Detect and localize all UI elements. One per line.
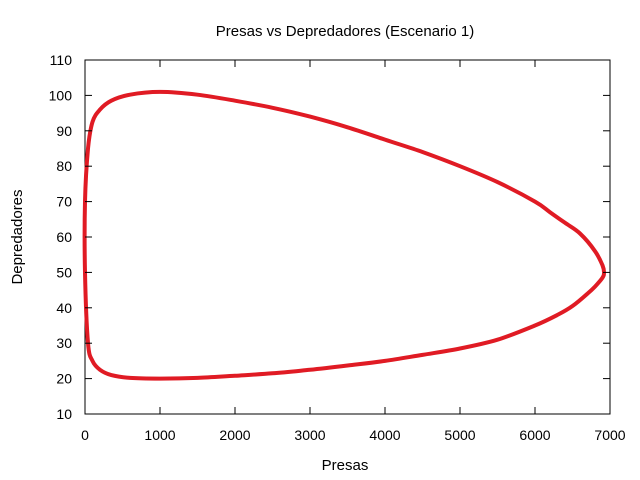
plot-area [82,59,611,415]
y-tick-label: 100 [49,87,73,103]
y-tick-label: 50 [56,264,72,280]
x-tick-label: 5000 [444,427,475,443]
series-line [82,89,606,381]
x-tick-label: 1000 [144,427,175,443]
x-tick-label: 6000 [519,427,550,443]
y-tick-label: 40 [56,300,72,316]
chart-title: Presas vs Depredadores (Escenario 1) [216,23,474,40]
x-tick-label: 2000 [219,427,250,443]
x-tick-label: 3000 [294,427,325,443]
x-axis-title: Presas [322,457,369,474]
y-axis-title: Depredadores [9,189,26,284]
y-tick-label: 90 [56,123,72,139]
y-tick-label: 80 [56,158,72,174]
y-tick-label: 10 [56,406,72,422]
x-axis: 0 1000 2000 3000 4000 5000 6000 7000 [81,60,626,443]
series-layer [82,89,606,381]
plot-frame [84,59,611,415]
x-tick-label: 4000 [369,427,400,443]
y-tick-label: 110 [50,52,73,68]
x-tick-label: 7000 [594,427,625,443]
y-axis: 10 20 30 40 50 60 70 80 90 100 110 [49,52,610,422]
x-tick-label: 0 [81,427,89,443]
y-tick-label: 20 [56,371,72,387]
y-tick-label: 70 [56,194,72,210]
y-tick-label: 60 [56,229,72,245]
y-tick-label: 30 [56,335,72,351]
